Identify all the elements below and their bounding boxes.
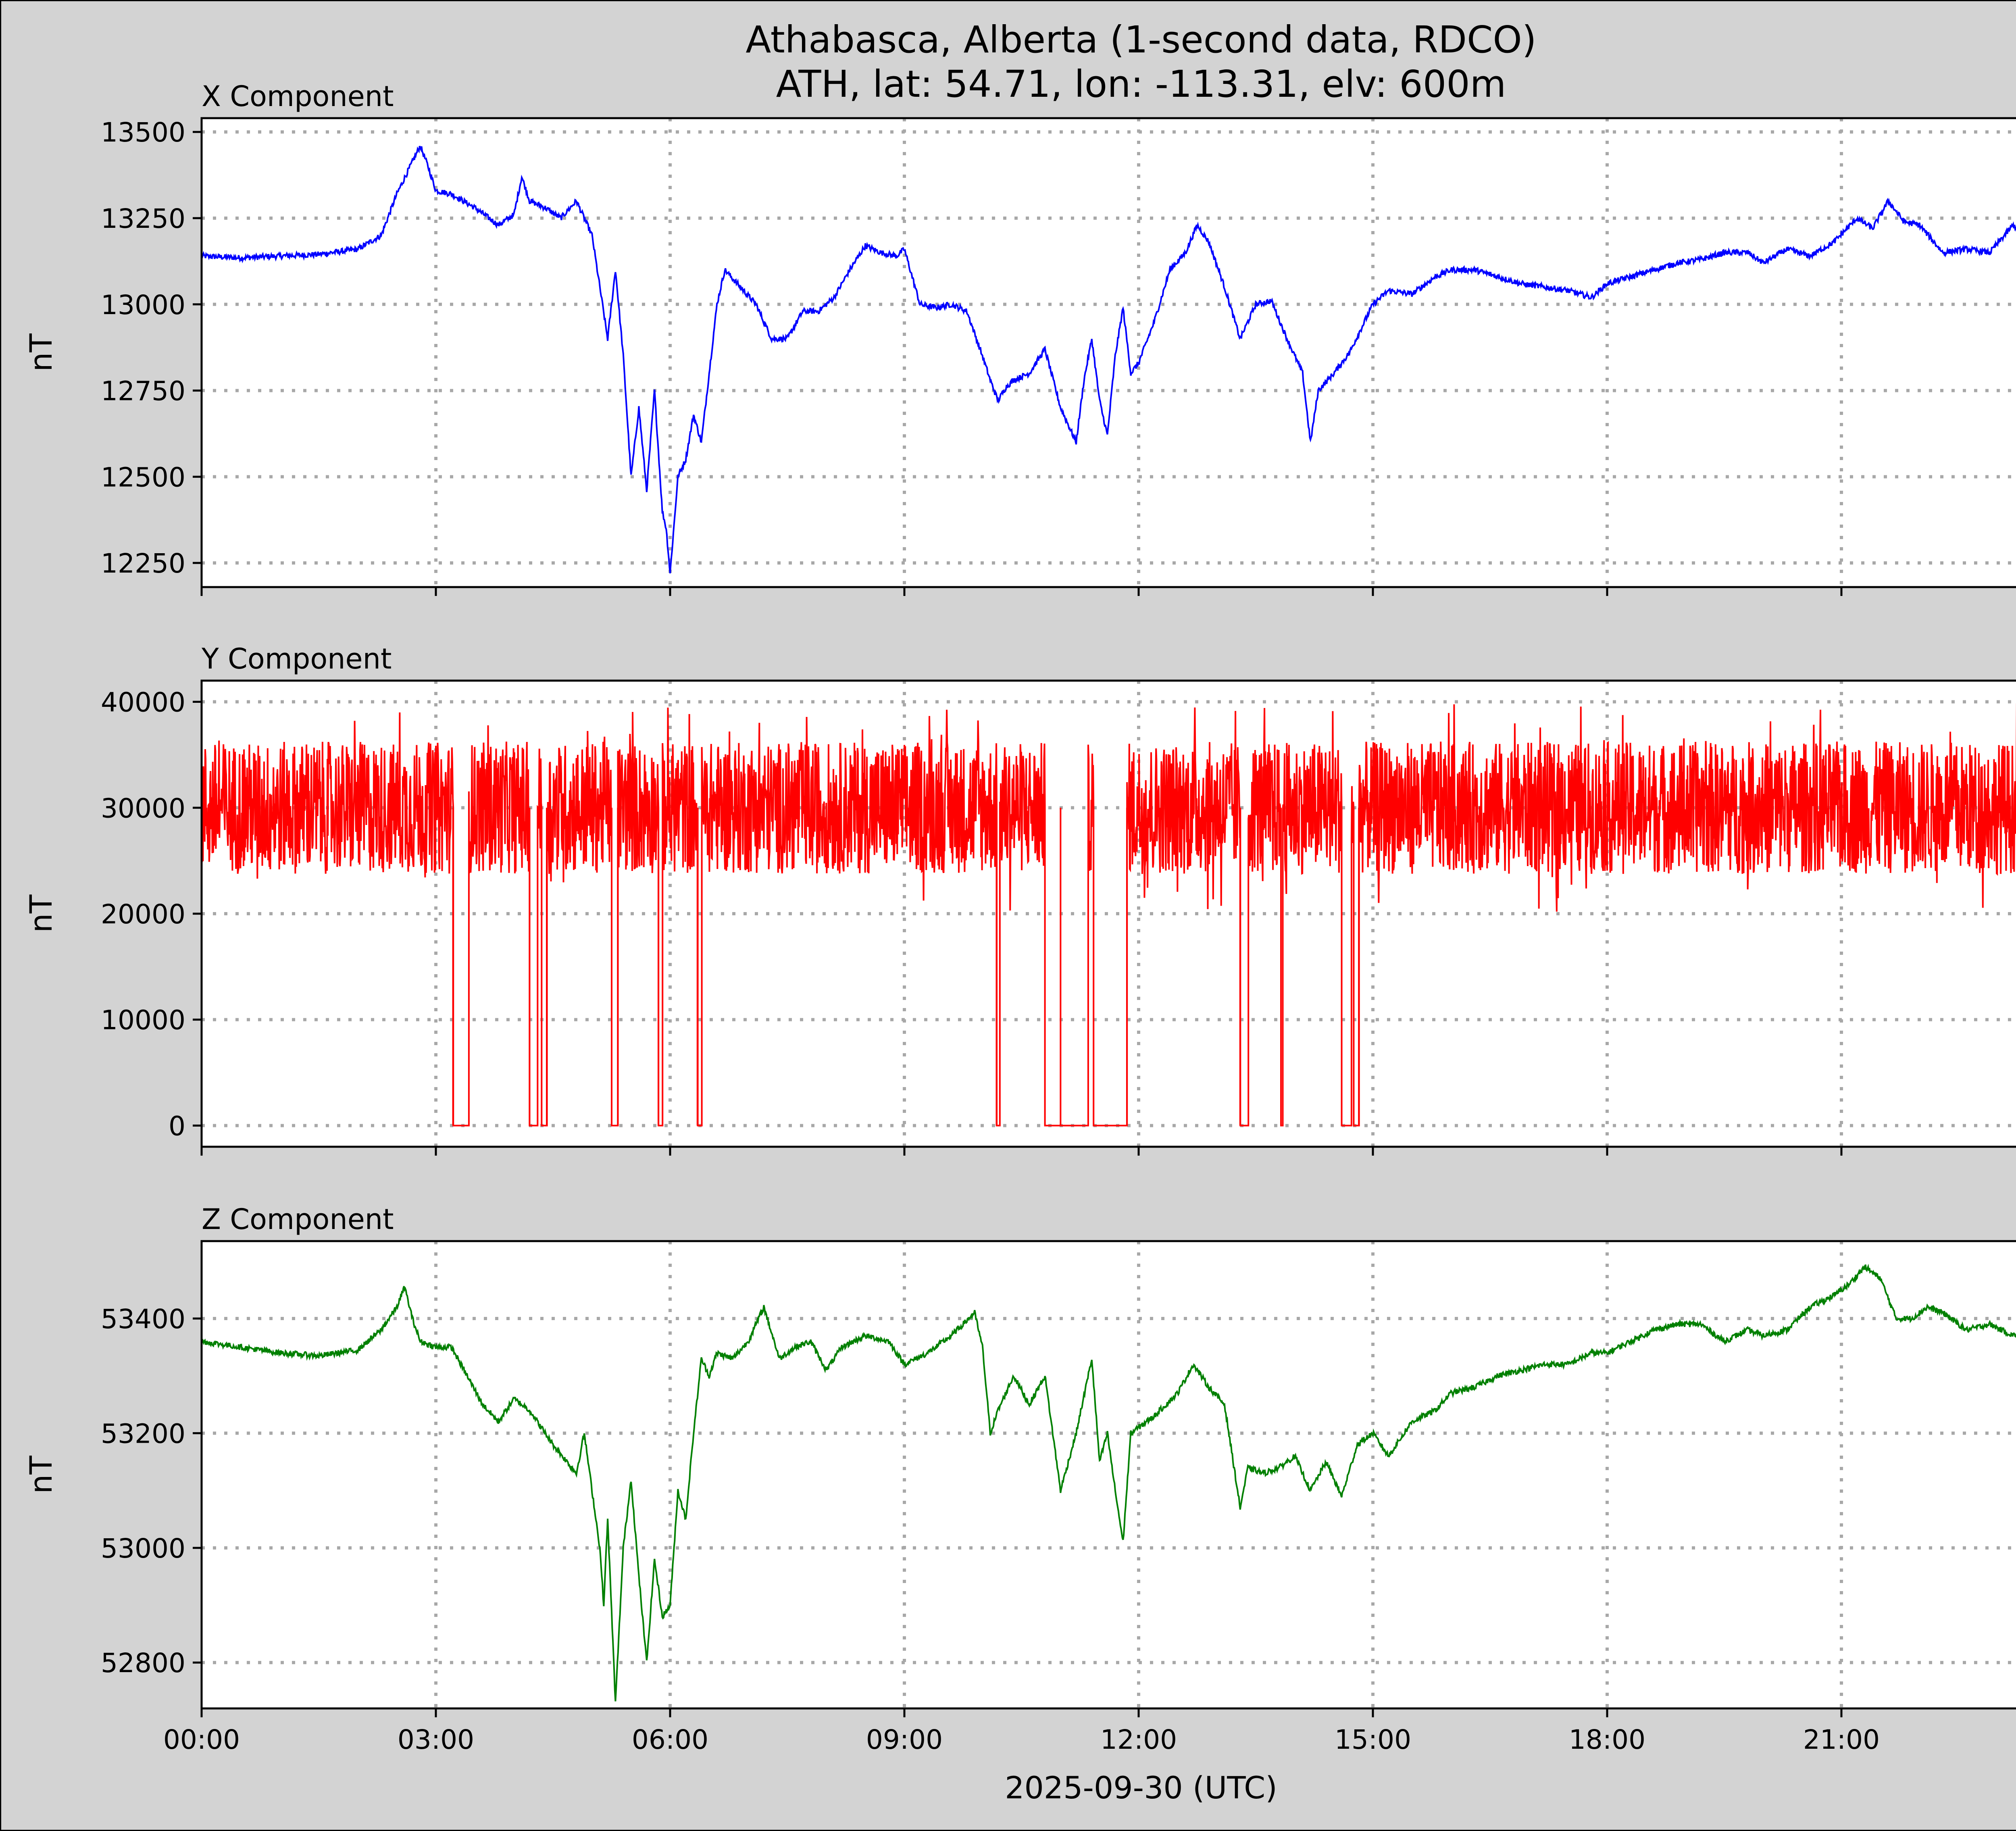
plot-area — [200, 1240, 2016, 1710]
plot-border — [200, 117, 2016, 588]
panel-1: Y Component nT 0 10000 20000 30000 40000 — [23, 642, 2016, 1156]
figure-title-line1: Athabasca, Alberta (1-second data, RDCO) — [746, 18, 1536, 61]
series-line — [201, 1264, 2016, 1702]
y-tick-label: 12250 — [101, 548, 185, 579]
y-axis-label: nT — [23, 894, 59, 933]
y-tick-label: 13250 — [101, 203, 185, 234]
y-axis-label: nT — [23, 1456, 59, 1494]
y-tick-label: 52800 — [101, 1648, 185, 1679]
x-tick-label: 09:00 — [866, 1724, 943, 1755]
x-tick-label: 00:00 — [163, 1724, 240, 1755]
panel-0: X Component nT 12250 12500 12750 13000 13250 13… — [23, 80, 2016, 596]
y-tick-label: 53400 — [101, 1304, 185, 1335]
figure-title-line2: ATH, lat: 54.71, lon: -113.31, elv: 600m — [776, 62, 1506, 106]
panel-title: Z Component — [202, 1203, 394, 1236]
y-tick-label: 0 — [169, 1110, 185, 1142]
y-tick-label: 53200 — [101, 1418, 185, 1449]
plot-area — [200, 117, 2016, 588]
panel-title: X Component — [202, 80, 394, 113]
x-tick-label: 06:00 — [632, 1724, 708, 1755]
x-tick-label: 12:00 — [1100, 1724, 1177, 1755]
x-axis-label: 2025-09-30 (UTC) — [1005, 1770, 1277, 1806]
y-tick-label: 30000 — [101, 793, 185, 824]
series-line — [201, 146, 2016, 574]
plot-border — [200, 679, 2016, 1148]
y-tick-label: 13500 — [101, 117, 185, 148]
x-tick-label: 18:00 — [1569, 1724, 1645, 1755]
y-tick-label: 10000 — [101, 1005, 185, 1036]
x-tick-label: 21:00 — [1803, 1724, 1880, 1755]
plot-border — [200, 1240, 2016, 1710]
y-tick-label: 12500 — [101, 462, 185, 493]
x-tick-label: 15:00 — [1335, 1724, 1411, 1755]
y-tick-label: 13000 — [101, 290, 185, 321]
panel-title: Y Component — [201, 642, 392, 675]
series-line — [202, 703, 2016, 1127]
y-tick-label: 12750 — [101, 376, 185, 407]
panel-2: Z Component nT 00:00 03:00 06:00 09:00 12:00 15… — [23, 1203, 2016, 1755]
panels: X Component nT 12250 12500 12750 13000 13250 13… — [23, 80, 2016, 1755]
x-tick-label: 03:00 — [398, 1724, 474, 1755]
y-tick-label: 40000 — [101, 687, 185, 718]
y-axis-label: nT — [23, 333, 59, 372]
y-tick-label: 53000 — [101, 1533, 185, 1564]
y-tick-label: 20000 — [101, 899, 185, 930]
